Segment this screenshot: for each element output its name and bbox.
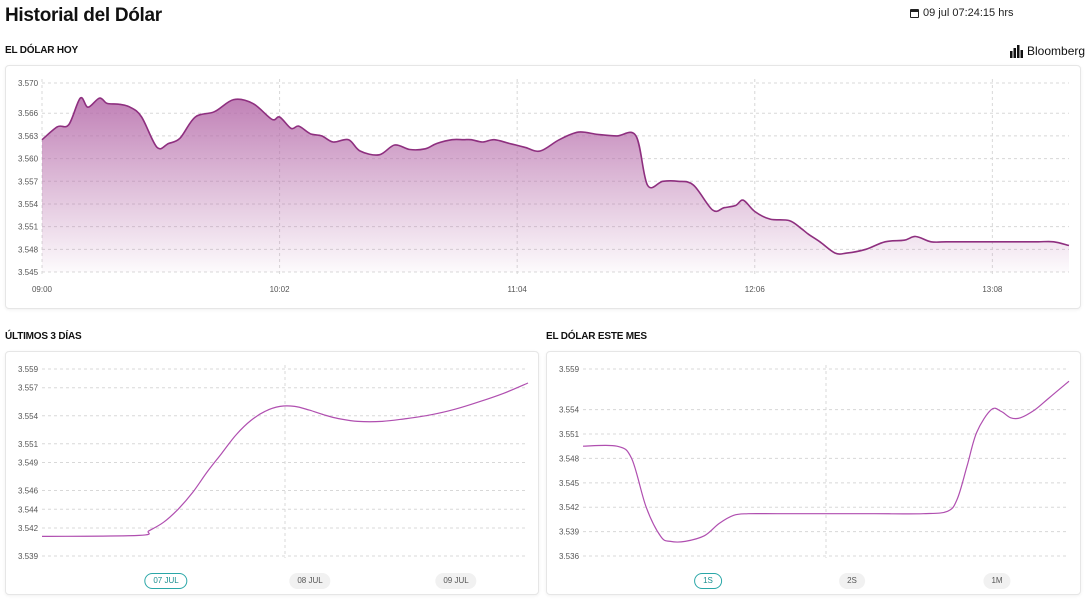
y-tick-label: 3.551 (559, 430, 580, 439)
y-tick-label: 3.559 (18, 365, 39, 374)
x-tick-label: 09:00 (32, 285, 53, 294)
y-tick-label: 3.539 (559, 528, 580, 537)
series-line (582, 380, 1070, 543)
section-title-today: EL DÓLAR HOY (5, 45, 78, 56)
range-pill-2s[interactable]: 2S (839, 573, 865, 589)
area-fill (42, 97, 1069, 272)
range-pill-1s[interactable]: 1S (694, 573, 722, 589)
datetime-stamp: 09 jul 07:24:15 hrs (910, 7, 1014, 19)
x-tick-label: 10:02 (270, 285, 291, 294)
source-label: Bloomberg (1027, 44, 1086, 58)
y-tick-label: 3.546 (18, 487, 39, 496)
y-tick-label: 3.560 (18, 155, 39, 164)
three-days-chart-panel: 3.559 3.557 3.554 3.551 3.549 3.546 3.544 3.542… (5, 351, 539, 595)
y-tick-label: 3.570 (18, 79, 39, 88)
x-tick-label: 13:08 (982, 285, 1003, 294)
section-title-month: EL DÓLAR ESTE MES (546, 331, 647, 342)
y-tick-label: 3.539 (18, 552, 39, 561)
three-days-chart: 3.559 3.557 3.554 3.551 3.549 3.546 3.544 3.542… (18, 365, 529, 561)
y-tick-label: 3.554 (18, 412, 39, 421)
y-tick-label: 3.536 (559, 552, 580, 561)
y-tick-label: 3.542 (18, 524, 39, 533)
x-tick-label: 11:04 (507, 285, 527, 294)
y-tick-label: 3.557 (18, 384, 39, 393)
source-link[interactable]: Bloomberg (1010, 44, 1085, 58)
y-tick-label: 3.545 (18, 268, 39, 277)
calendar-icon (910, 8, 919, 18)
y-tick-label: 3.545 (559, 479, 580, 488)
y-tick-label: 3.551 (18, 440, 39, 449)
today-chart: 3.570 3.566 3.563 3.560 3.557 3.554 3.551 3.548… (18, 79, 1070, 294)
datetime-text: 09 jul 07:24:15 hrs (923, 7, 1014, 19)
range-pill-09-jul[interactable]: 09 JUL (435, 573, 477, 589)
y-tick-label: 3.554 (559, 406, 580, 415)
x-tick-label: 12:06 (745, 285, 766, 294)
y-tick-label: 3.544 (18, 505, 39, 514)
y-tick-label: 3.542 (559, 503, 580, 512)
y-tick-label: 3.548 (18, 245, 39, 254)
series-line (41, 96, 1070, 255)
range-pill-07-jul[interactable]: 07 JUL (144, 573, 188, 589)
range-pill-08-jul[interactable]: 08 JUL (289, 573, 331, 589)
y-tick-label: 3.554 (18, 200, 39, 209)
bloomberg-bars-icon (1010, 44, 1023, 58)
y-tick-label: 3.549 (18, 459, 39, 468)
section-title-three-days: ÚLTIMOS 3 DÍAS (5, 331, 82, 342)
y-tick-label: 3.557 (18, 177, 39, 186)
y-tick-label: 3.548 (559, 454, 580, 463)
month-chart-panel: 3.559 3.554 3.551 3.548 3.545 3.542 3.539 3.536… (546, 351, 1081, 595)
page-title: Historial del Dólar (5, 5, 162, 26)
today-chart-panel: 3.570 3.566 3.563 3.560 3.557 3.554 3.551 3.548… (5, 65, 1081, 309)
y-tick-label: 3.566 (18, 109, 39, 118)
y-tick-label: 3.559 (559, 365, 580, 374)
series-line (41, 382, 529, 537)
y-tick-label: 3.563 (18, 132, 39, 141)
range-pill-1m[interactable]: 1M (983, 573, 1011, 589)
month-chart: 3.559 3.554 3.551 3.548 3.545 3.542 3.539 3.536 (559, 365, 1070, 561)
y-tick-label: 3.551 (18, 223, 39, 232)
